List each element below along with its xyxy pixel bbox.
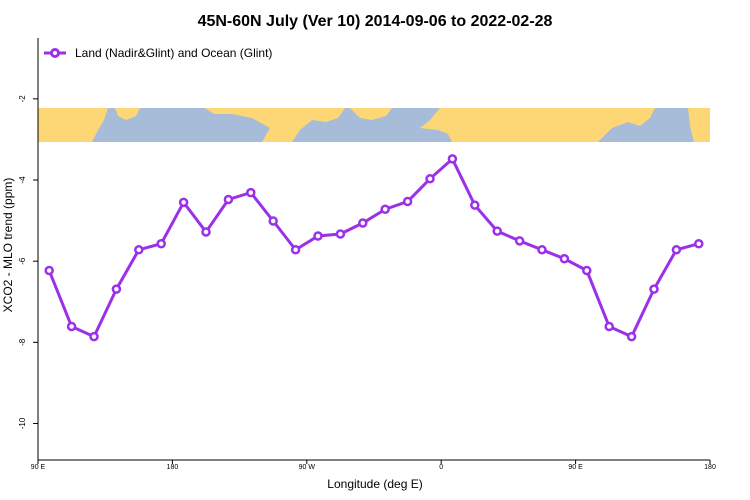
legend-marker [50,48,60,58]
data-point [201,227,211,237]
data-point [66,321,77,332]
data-point [89,331,99,342]
data-point [514,236,525,246]
x-tick-label: 90 E [31,464,46,471]
map-band [38,108,710,142]
data-point [178,197,189,208]
y-tick-label: -4 [18,176,27,184]
data-point [425,174,435,184]
data-point [447,154,458,164]
y-tick-label: -8 [18,338,27,346]
data-point [537,245,547,255]
data-point [111,284,122,294]
data-point [358,218,368,228]
data-point [582,265,592,276]
legend: Land (Nadir&Glint) and Ocean (Glint) [44,46,272,60]
y-axis-label: XCO2 - MLO trend (ppm) [1,178,15,313]
data-point [402,196,413,207]
data-point [604,321,614,332]
chart-title: 45N-60N July (Ver 10) 2014-09-06 to 2022… [198,13,553,30]
data-point [246,187,256,198]
x-tick-label: 180 [167,464,179,471]
legend-label: Land (Nadir&Glint) and Ocean (Glint) [75,46,272,60]
data-point [649,284,659,294]
data-point [268,216,278,226]
data-point [335,229,346,239]
series-line [47,156,700,339]
x-tick-label: 90 E [568,464,583,471]
data-point [156,238,166,249]
x-tick-label: 0 [439,464,443,471]
data-point [134,245,144,255]
data-point [470,200,480,210]
data-point [380,204,390,214]
data-point [559,253,570,264]
x-axis-label: Longitude (deg E) [327,477,422,491]
y-tick-label: -6 [18,257,27,265]
x-tick-label: 180 [704,464,716,471]
data-point [492,226,502,236]
x-tick-label: 90 W [299,464,316,471]
data-point [223,194,234,205]
y-tick-label: -2 [18,95,27,103]
data-point [626,331,637,342]
data-point [694,238,704,249]
y-tick-label: -10 [18,417,27,429]
data-point [44,265,54,276]
data-point [290,245,301,255]
data-point [671,245,682,255]
data-point [313,231,323,241]
